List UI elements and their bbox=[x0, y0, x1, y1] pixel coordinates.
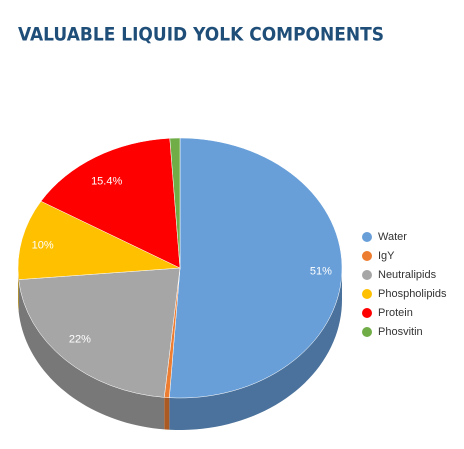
chart-title: VALUABLE LIQUID YOLK COMPONENTS bbox=[18, 24, 384, 46]
legend-swatch bbox=[362, 270, 372, 280]
legend-swatch bbox=[362, 232, 372, 242]
legend-swatch bbox=[362, 251, 372, 261]
legend-label: IgY bbox=[378, 250, 395, 262]
slice bbox=[18, 267, 181, 398]
legend-label: Neutralipids bbox=[378, 269, 437, 281]
value-label: 51% bbox=[310, 265, 332, 277]
legend-label: Water bbox=[378, 231, 407, 243]
slice-side bbox=[164, 397, 170, 430]
slice bbox=[169, 137, 343, 399]
slice-side bbox=[169, 268, 342, 430]
value-label: 15.4% bbox=[91, 175, 122, 187]
slice-side bbox=[18, 279, 165, 430]
legend-swatch bbox=[362, 308, 372, 318]
legend-swatch bbox=[362, 289, 372, 299]
slice bbox=[40, 137, 181, 269]
value-label: 10% bbox=[32, 239, 54, 251]
slice bbox=[17, 200, 181, 280]
legend-label: Phospholipids bbox=[378, 288, 447, 300]
legend-swatch bbox=[362, 327, 372, 337]
legend-label: Phosvitin bbox=[378, 326, 423, 338]
value-label: 22% bbox=[69, 333, 91, 345]
slice bbox=[169, 137, 181, 269]
legend-label: Protein bbox=[378, 307, 413, 319]
